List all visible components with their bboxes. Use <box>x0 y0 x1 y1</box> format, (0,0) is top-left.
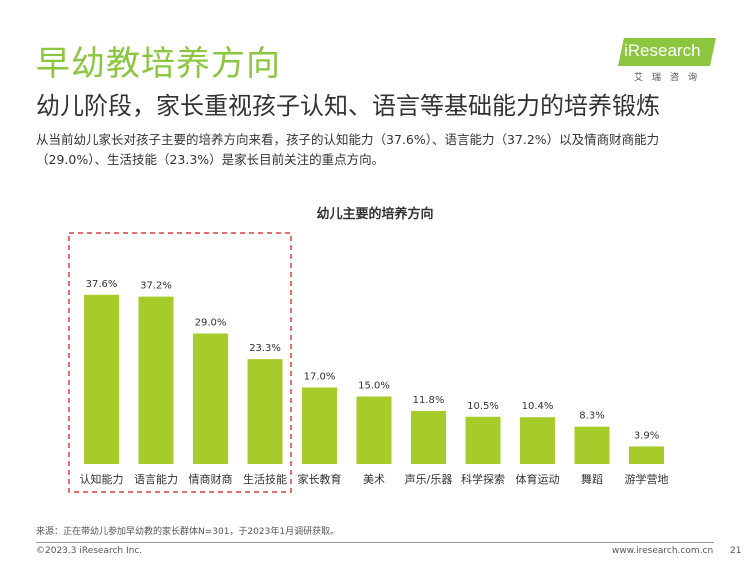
value-label-4: 17.0% <box>304 372 336 383</box>
value-label-6: 11.8% <box>413 395 445 406</box>
footer-url[interactable]: www.iresearch.com.cn <box>612 546 714 556</box>
bar-7 <box>465 416 501 464</box>
bar-10 <box>629 446 664 464</box>
category-label-4: 家长教育 <box>298 472 342 486</box>
highlight-box <box>68 232 292 493</box>
value-label-7: 10.5% <box>467 401 499 412</box>
category-labels-group: 认知能力 语言能力 情商财商 生活技能 家长教育 美术 声乐/乐器 科学探索 体育运动 舞蹈 游学营… <box>80 472 669 486</box>
iresearch-logo: iResearch 艾瑞咨询 <box>618 38 716 84</box>
bars-group <box>84 294 664 464</box>
page-number: 21 <box>730 546 742 556</box>
bar-3 <box>247 359 283 464</box>
value-label-10: 3.9% <box>634 430 659 441</box>
logo-name: iResearch <box>624 41 701 60</box>
category-label-6: 声乐/乐器 <box>405 472 453 486</box>
bar-2 <box>193 333 228 464</box>
category-label-5: 美术 <box>363 473 385 486</box>
value-label-9: 8.3% <box>579 411 604 422</box>
value-label-2: 29.0% <box>195 318 227 329</box>
copyright: ©2023.3 iResearch Inc. <box>36 546 143 556</box>
category-label-10: 游学营地 <box>625 472 669 486</box>
category-label-0: 认知能力 <box>80 472 124 486</box>
bar-9 <box>574 426 610 464</box>
value-label-0: 37.6% <box>86 279 118 290</box>
value-label-5: 15.0% <box>358 381 390 392</box>
category-label-1: 语言能力 <box>134 472 178 486</box>
value-label-1: 37.2% <box>140 281 172 292</box>
bar-1 <box>138 296 174 464</box>
bar-5 <box>356 396 392 464</box>
value-label-8: 10.4% <box>522 401 554 412</box>
bar-8 <box>520 417 555 464</box>
bar-4 <box>302 387 337 464</box>
summary-text: 从当前幼儿家长对孩子主要的培养方向来看，孩子的认知能力（37.6%）、语言能力（… <box>36 132 660 167</box>
value-labels-group: 37.6% 37.2% 29.0% 23.3% 17.0% 15.0% 11.8% 10.5%… <box>86 279 660 442</box>
bar-6 <box>411 410 446 464</box>
category-label-2: 情商财商 <box>189 472 233 486</box>
chart-title: 幼儿主要的培养方向 <box>316 206 433 222</box>
footer-divider <box>36 542 714 543</box>
page-title: 早幼教培养方向 <box>36 44 281 84</box>
page-subtitle: 幼儿阶段，家长重视孩子认知、语言等基础能力的培养锻炼 <box>36 92 660 120</box>
logo-subtitle: 艾瑞咨询 <box>634 73 707 83</box>
category-label-8: 体育运动 <box>516 472 560 486</box>
category-label-3: 生活技能 <box>243 472 287 486</box>
source-note: 来源：正在带幼儿参加早幼教的家长群体N=301，于2023年1月调研获取。 <box>36 527 340 537</box>
category-label-9: 舞蹈 <box>581 473 603 486</box>
value-label-3: 23.3% <box>249 343 281 354</box>
category-label-7: 科学探索 <box>461 472 505 486</box>
bar-0 <box>84 294 119 464</box>
